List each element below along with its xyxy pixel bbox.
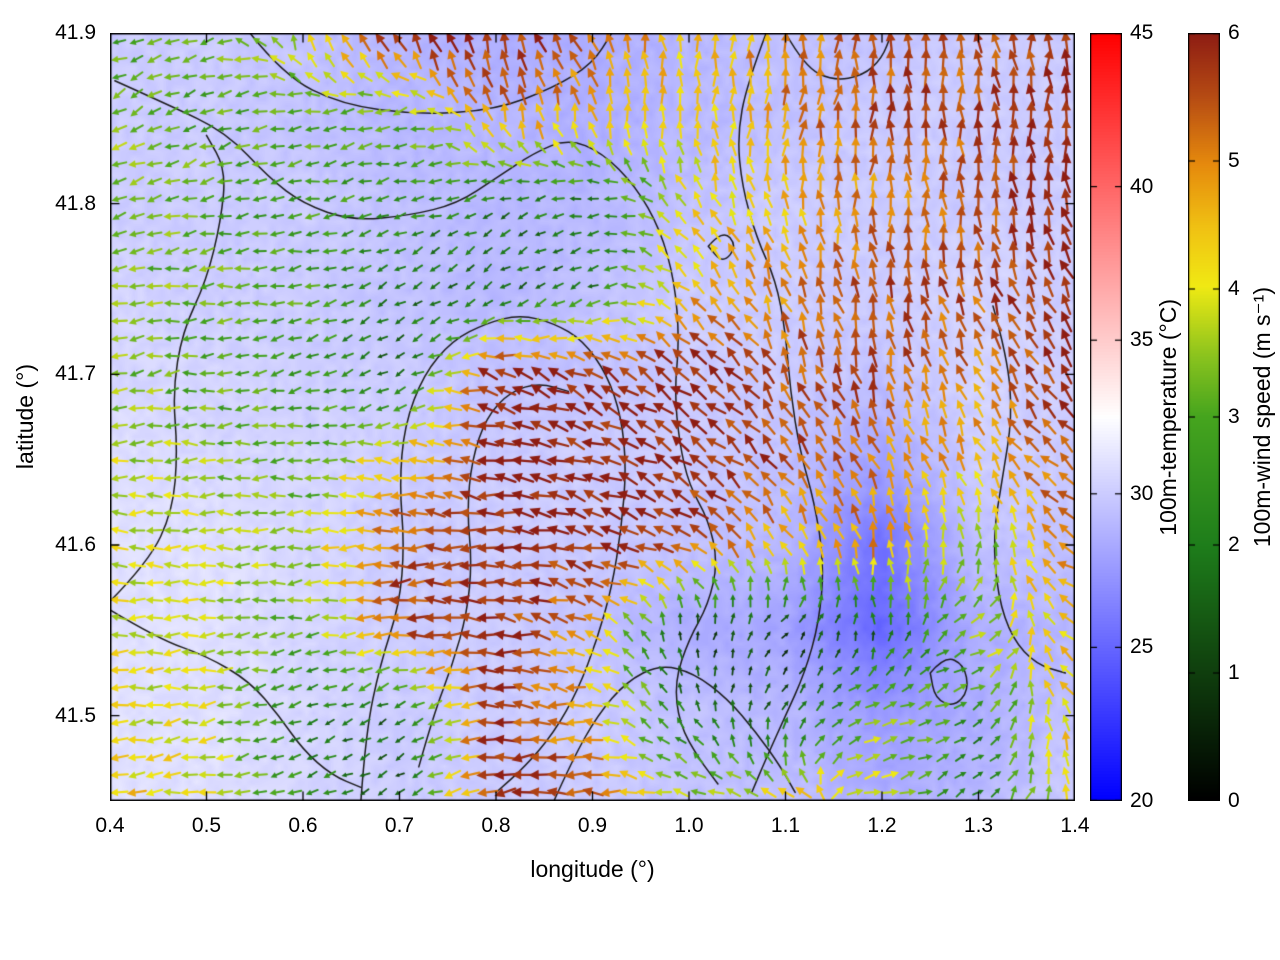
x-tick-label: 1.1 <box>770 814 801 837</box>
wind-speed-colorbar-tick-label: 1 <box>1228 661 1240 684</box>
wind-speed-colorbar-tick-label: 3 <box>1228 405 1240 428</box>
x-tick-label: 0.7 <box>384 814 415 837</box>
x-tick-label: 0.5 <box>191 814 222 837</box>
temperature-colorbar <box>1090 33 1122 801</box>
temperature-colorbar-tick-label: 20 <box>1130 789 1154 812</box>
y-tick-label: 41.7 <box>55 362 96 386</box>
x-tick-label: 1.0 <box>674 814 704 837</box>
x-tick-label: 1.2 <box>867 814 897 837</box>
y-tick-label: 41.8 <box>55 191 96 215</box>
x-tick-label: 0.4 <box>95 814 125 837</box>
temperature-colorbar-tick-label: 40 <box>1130 174 1154 198</box>
y-axis-label: latitude (°) <box>11 364 38 470</box>
map-plot <box>110 33 1075 801</box>
x-tick-label: 0.6 <box>288 814 318 837</box>
wind-speed-colorbar-tick-label: 6 <box>1228 21 1240 44</box>
x-axis-label: longitude (°) <box>530 856 655 882</box>
y-tick-label: 41.5 <box>55 703 96 727</box>
wind-speed-colorbar-tick-label: 0 <box>1228 789 1240 812</box>
x-tick-label: 0.8 <box>481 814 511 837</box>
temperature-colorbar-label: 100m-temperature (°C) <box>1154 298 1181 536</box>
y-tick-label: 41.9 <box>55 21 96 44</box>
wind-speed-colorbar-tick-label: 2 <box>1228 533 1240 556</box>
temperature-colorbar-tick-label: 25 <box>1130 635 1154 659</box>
temperature-colorbar-tick-label: 35 <box>1130 328 1154 352</box>
temperature-colorbar-tick-label: 30 <box>1130 481 1154 505</box>
x-tick-label: 1.4 <box>1060 814 1090 837</box>
wind-speed-colorbar <box>1188 33 1220 801</box>
temperature-colorbar-tick-label: 45 <box>1130 21 1154 44</box>
y-tick-label: 41.6 <box>55 533 96 556</box>
wind-speed-colorbar-tick-label: 4 <box>1228 277 1240 300</box>
x-tick-label: 0.9 <box>577 814 608 837</box>
x-tick-label: 1.3 <box>963 814 994 837</box>
wind-speed-colorbar-tick-label: 5 <box>1228 149 1240 172</box>
